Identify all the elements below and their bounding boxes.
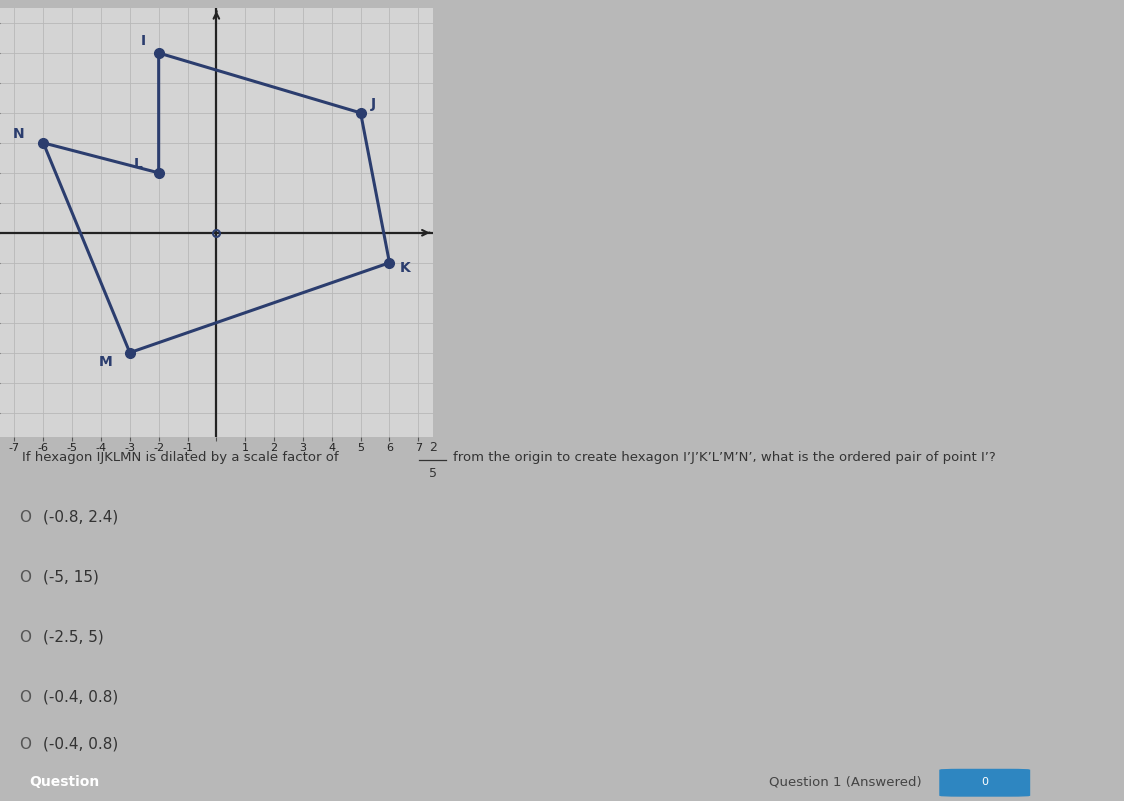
Text: Question: Question — [29, 775, 100, 789]
Text: L: L — [134, 157, 143, 171]
Text: O: O — [19, 737, 30, 751]
Text: O: O — [19, 509, 30, 525]
Text: I: I — [140, 34, 146, 49]
Text: (-0.4, 0.8): (-0.4, 0.8) — [43, 690, 118, 705]
Text: (-2.5, 5): (-2.5, 5) — [43, 630, 103, 645]
Text: from the origin to create hexagon I’J’K’L’M’N’, what is the ordered pair of poin: from the origin to create hexagon I’J’K’… — [453, 451, 996, 464]
Text: Question 1 (Answered): Question 1 (Answered) — [769, 775, 922, 788]
Text: 2: 2 — [428, 441, 437, 454]
Text: (-0.8, 2.4): (-0.8, 2.4) — [43, 509, 118, 525]
Text: O: O — [19, 570, 30, 585]
Text: O: O — [19, 690, 30, 705]
Text: If hexagon IJKLMN is dilated by a scale factor of: If hexagon IJKLMN is dilated by a scale … — [22, 451, 339, 464]
Text: N: N — [12, 127, 25, 141]
Text: K: K — [399, 260, 410, 275]
Text: (-5, 15): (-5, 15) — [43, 570, 99, 585]
Text: M: M — [99, 355, 112, 369]
FancyBboxPatch shape — [940, 770, 1030, 796]
Text: O: O — [19, 630, 30, 645]
Text: 0: 0 — [981, 777, 988, 787]
Text: 5: 5 — [428, 467, 437, 480]
Text: J: J — [371, 98, 375, 111]
Text: (-0.4, 0.8): (-0.4, 0.8) — [43, 737, 118, 751]
